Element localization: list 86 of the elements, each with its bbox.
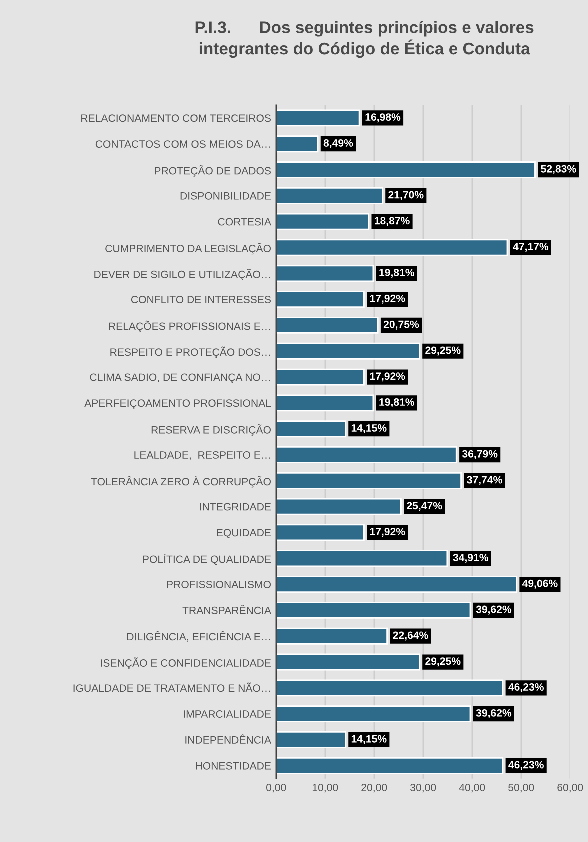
bar <box>276 291 365 308</box>
chart-title: P.I.3. Dos seguintes princípios e valores integrantes do Código de Ética e Conduta <box>196 21 534 58</box>
data-label: 49,06% <box>522 580 558 589</box>
bar <box>276 162 536 178</box>
x-tick-label: 0,00 <box>266 784 286 793</box>
bar <box>276 732 346 748</box>
data-label: 29,25% <box>426 346 461 356</box>
x-tick-label: 50,00 <box>508 784 534 793</box>
y-tick-label: RESERVA E DISCRIÇÃO <box>152 424 271 436</box>
bar <box>276 706 472 723</box>
bar <box>276 576 518 594</box>
y-tick-label: DEVER DE SIGILO E UTILIZAÇÃO… <box>94 269 270 281</box>
bar <box>276 136 319 153</box>
y-tick-label: RELAÇÕES PROFISSIONAIS E… <box>109 320 270 332</box>
y-tick-label: INDEPENDÊNCIA <box>186 734 272 744</box>
y-tick-label: DILIGÊNCIA, EFICIÊNCIA E… <box>127 631 270 642</box>
bar <box>276 628 388 645</box>
y-tick-label: PROTEÇÃO DE DADOS <box>155 165 272 177</box>
data-label: 22,64% <box>393 632 428 641</box>
y-tick-label: IGUALDADE DE TRATAMENTO E NÃO… <box>74 682 270 692</box>
y-tick-label: ISENÇÃO E CONFIDENCIALIDADE <box>101 658 272 670</box>
y-tick-label: CONTACTOS COM OS MEIOS DA… <box>96 140 270 148</box>
bar <box>276 187 384 204</box>
data-label: 17,92% <box>370 294 406 304</box>
bar <box>276 394 374 412</box>
data-label: 18,87% <box>375 217 410 226</box>
bar <box>276 110 360 127</box>
y-tick-label: PROFISSIONALISMO <box>167 580 271 588</box>
data-label: 47,17% <box>513 243 549 252</box>
bar <box>276 368 365 386</box>
bar <box>276 420 346 438</box>
data-label: 39,62% <box>476 709 512 718</box>
data-label: 29,25% <box>426 658 461 667</box>
data-label: 16,98% <box>366 114 401 123</box>
data-label: 37,74% <box>467 476 502 486</box>
y-tick-label: EQUIDADE <box>217 529 272 539</box>
y-tick-label: DISPONIBILIDADE <box>180 192 272 200</box>
bar <box>276 239 508 256</box>
bar <box>276 446 458 464</box>
x-tick-label: 60,00 <box>558 784 584 793</box>
y-tick-label: CUMPRIMENTO DA LEGISLAÇÃO <box>106 243 271 255</box>
bar <box>276 550 448 568</box>
y-tick-label: HONESTIDADE <box>196 762 272 770</box>
y-tick-label: CONFLITO DE INTERESSES <box>131 296 272 304</box>
data-label: 25,47% <box>407 502 442 512</box>
data-label: 17,92% <box>370 372 406 382</box>
y-tick-label: RESPEITO E PROTEÇÃO DOS… <box>110 346 270 358</box>
bar <box>276 524 365 542</box>
x-tick-label: 30,00 <box>410 784 436 793</box>
data-label: 14,15% <box>352 424 387 434</box>
data-label: 17,92% <box>370 528 406 538</box>
data-label: 20,75% <box>384 320 420 330</box>
y-tick-label: CORTESIA <box>218 218 272 226</box>
bar <box>276 757 504 774</box>
data-label: 19,81% <box>380 398 415 408</box>
y-tick-label: TOLERÂNCIA ZERO À CORRUPÇÃO <box>91 476 271 488</box>
data-label: 19,81% <box>380 269 415 278</box>
data-label: 21,70% <box>388 191 424 200</box>
bar <box>276 342 420 360</box>
y-tick-label: LEALDADE, RESPEITO E… <box>134 451 270 460</box>
bar <box>276 498 402 516</box>
x-tick-label: 20,00 <box>362 784 388 793</box>
y-tick-label: RELACIONAMENTO COM TERCEIROS <box>82 114 272 122</box>
data-label: 39,62% <box>476 606 512 615</box>
data-label: 46,23% <box>508 761 544 770</box>
bar <box>276 472 462 490</box>
bar <box>276 213 370 230</box>
y-tick-label: APERFEIÇOAMENTO PROFISSIONAL <box>84 400 272 410</box>
data-label: 52,83% <box>541 165 576 174</box>
data-label: 8,49% <box>324 139 354 148</box>
y-tick-label: CLIMA SADIO, DE CONFIANÇA NO… <box>90 374 270 384</box>
x-tick-label: 40,00 <box>459 784 486 793</box>
y-tick-label: TRANSPARÊNCIA <box>182 605 272 614</box>
data-label: 36,79% <box>462 450 498 460</box>
bar <box>276 317 379 334</box>
bar <box>276 265 374 282</box>
data-label: 34,91% <box>453 554 488 563</box>
bar <box>276 602 472 619</box>
data-label: 46,23% <box>508 684 544 693</box>
bar <box>276 654 420 671</box>
data-label: 14,15% <box>352 735 387 744</box>
y-tick-label: POLÍTICA DE QUALIDADE <box>143 554 272 566</box>
bar <box>276 680 504 697</box>
x-tick-label: 10,00 <box>312 784 338 793</box>
y-tick-label: IMPARCIALIDADE <box>184 710 272 718</box>
y-tick-label: INTEGRIDADE <box>200 503 272 511</box>
